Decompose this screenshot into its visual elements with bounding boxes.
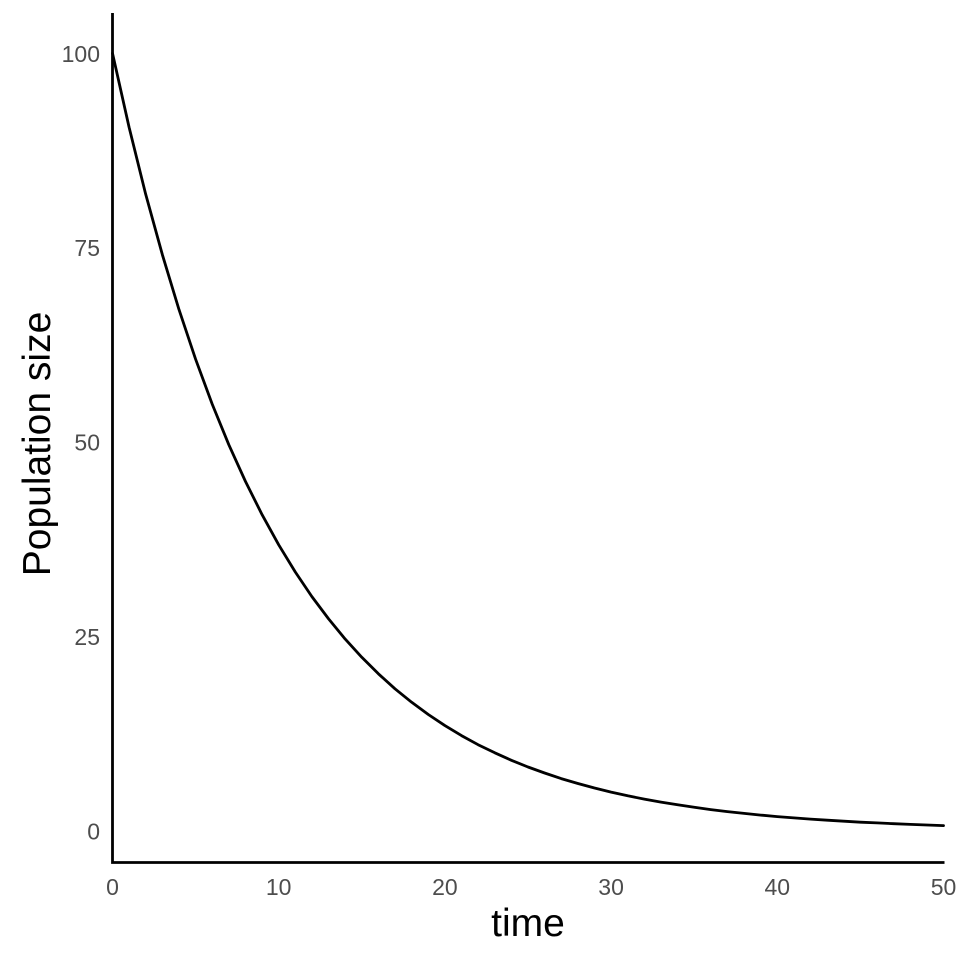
y-tick-label: 75 bbox=[74, 235, 100, 261]
x-axis-tick-labels: 0 10 20 30 40 50 bbox=[106, 874, 956, 900]
x-tick-label: 50 bbox=[931, 874, 957, 900]
population-curve bbox=[111, 51, 945, 827]
x-tick-label: 0 bbox=[106, 874, 119, 900]
y-tick-label: 0 bbox=[87, 818, 100, 844]
y-tick-label: 25 bbox=[74, 624, 100, 650]
x-axis-title: time bbox=[491, 902, 565, 945]
x-tick-label: 10 bbox=[266, 874, 292, 900]
x-tick-label: 30 bbox=[598, 874, 624, 900]
x-tick-label: 40 bbox=[765, 874, 791, 900]
y-axis-tick-labels: 0 25 50 75 100 bbox=[62, 41, 100, 844]
y-tick-label: 100 bbox=[62, 41, 100, 67]
y-axis-title: Population size bbox=[16, 312, 59, 577]
y-tick-label: 50 bbox=[74, 430, 100, 456]
x-tick-label: 20 bbox=[432, 874, 458, 900]
axis-lines bbox=[111, 13, 945, 864]
